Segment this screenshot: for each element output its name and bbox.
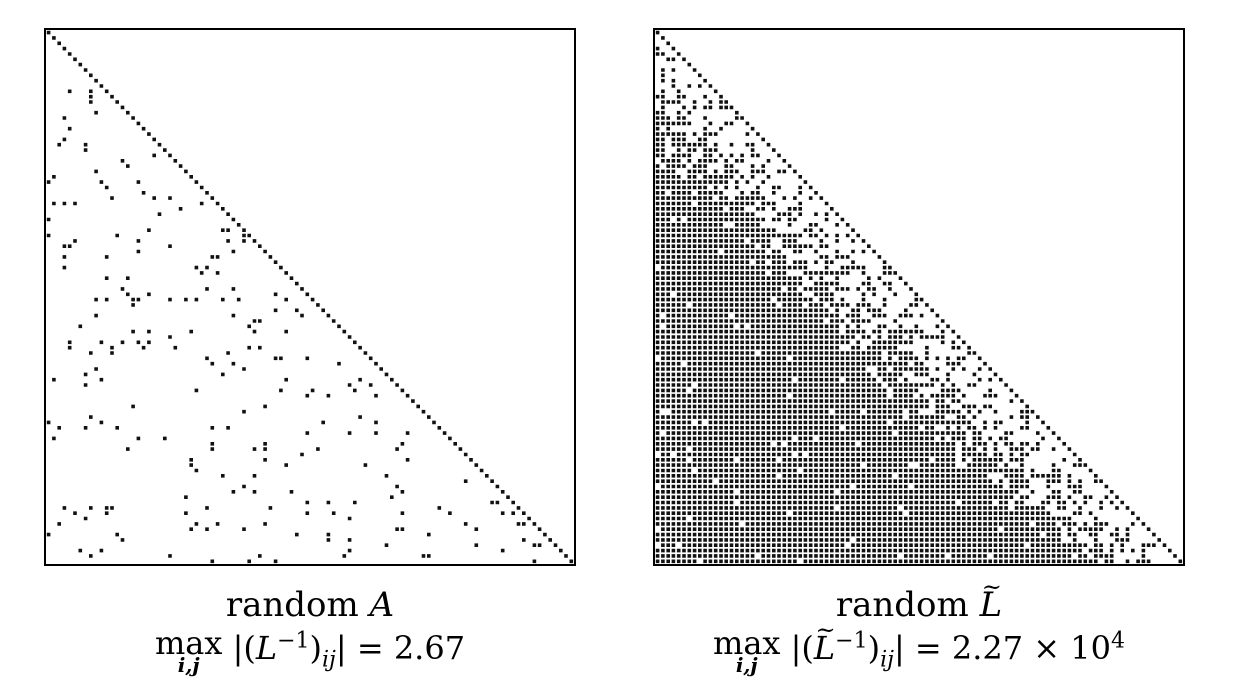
caption-title-right: random ~ L <box>619 573 1219 626</box>
caption-symbol: A <box>369 585 395 625</box>
expr-index: ij <box>322 647 336 673</box>
expr-value-exponent: 4 <box>1111 628 1125 654</box>
max-subscript: i,j <box>177 653 200 677</box>
expr-matrix: L <box>255 629 278 667</box>
sparsity-pattern-right <box>655 30 1183 564</box>
expr-exponent: −1 <box>835 628 868 654</box>
caption-formula-right: max i,j |(~ L−1)ij| = 2.27 × 104 <box>619 616 1219 677</box>
spy-plot-random-A <box>44 28 576 566</box>
max-subscript: i,j <box>735 653 758 677</box>
expr-index: ij <box>880 647 894 673</box>
caption-left: random A max i,j |(L−1)ij| = 2.67 <box>10 584 610 677</box>
caption-symbol: L <box>979 585 1003 625</box>
max-label: max <box>713 624 781 662</box>
caption-word: random <box>835 585 969 625</box>
expr-matrix: L <box>813 629 836 667</box>
expr-value: = 2.67 <box>356 629 466 667</box>
nonzero-entries <box>46 30 574 564</box>
tilde-accent: ~ <box>815 616 836 644</box>
max-operator: max i,j <box>155 627 222 677</box>
expr-exponent: −1 <box>277 628 310 654</box>
caption-title-left: random A <box>10 584 610 626</box>
caption-word: random <box>225 585 359 625</box>
max-operator: max i,j <box>713 627 780 677</box>
spy-plot-random-L-tilde <box>653 28 1185 566</box>
nonzero-entries <box>655 30 1183 564</box>
expr-value: = 2.27 × 10 <box>914 629 1111 667</box>
max-label: max <box>154 624 223 662</box>
caption-right: random ~ L max i,j |(~ L−1)ij| = 2.27 × 1… <box>619 573 1219 677</box>
tilde-accent: ~ <box>981 573 1002 601</box>
sparsity-pattern-left <box>46 30 574 564</box>
caption-formula-left: max i,j |(L−1)ij| = 2.67 <box>154 624 466 677</box>
